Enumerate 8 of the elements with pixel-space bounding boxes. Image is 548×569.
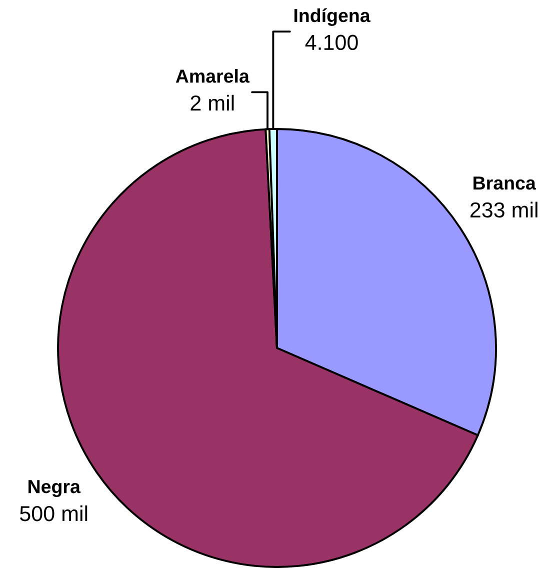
data-label: 500 mil [20,505,88,522]
data-label: 4.100 [305,34,358,50]
slice-label: Indígena [294,8,370,26]
data-label: 2 mil [190,94,234,110]
slice-label: Amarela [176,69,250,83]
slice-label: Negra [28,480,81,498]
slice-label: Branca [474,176,536,190]
data-label: 233 mil [470,202,538,218]
